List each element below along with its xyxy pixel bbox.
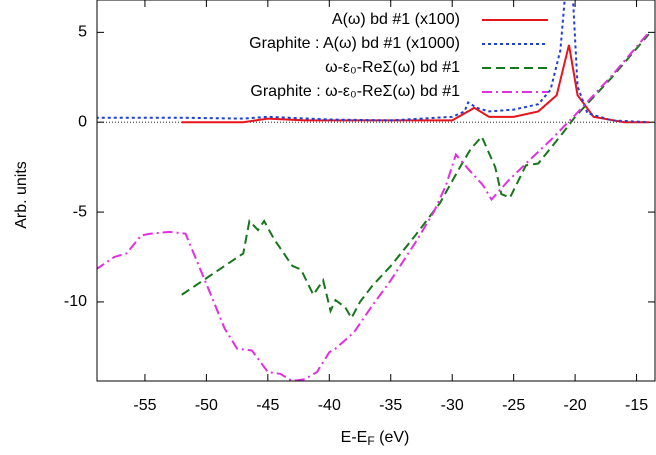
x-tick-label: -30 bbox=[441, 397, 464, 414]
x-tick-label: -55 bbox=[133, 397, 156, 414]
y-axis-label: Arb. units bbox=[13, 161, 30, 229]
y-tick-label: 0 bbox=[78, 113, 87, 130]
x-axis-label: E-EF (eV) bbox=[341, 429, 410, 448]
x-tick-label: -45 bbox=[256, 397, 279, 414]
x-tick-label: -15 bbox=[625, 397, 648, 414]
series-line bbox=[97, 0, 649, 124]
y-tick-label: -10 bbox=[64, 293, 87, 310]
plot-area bbox=[97, 0, 650, 381]
series-line bbox=[181, 33, 650, 321]
x-tick-label: -50 bbox=[195, 397, 218, 414]
x-axis-label-part: (eV) bbox=[375, 429, 410, 446]
x-tick-label: -40 bbox=[318, 397, 341, 414]
y-tick-label: -5 bbox=[73, 203, 87, 220]
legend-label: Graphite : A(ω) bd #1 (x1000) bbox=[249, 35, 460, 52]
legend-label: Graphite : ω-ε₀-ReΣ(ω) bd #1 bbox=[250, 83, 460, 100]
legend-label: A(ω) bd #1 (x100) bbox=[332, 11, 460, 28]
x-axis-label-part: E-E bbox=[341, 429, 368, 446]
legend-label: ω-ε₀-ReΣ(ω) bd #1 bbox=[325, 59, 460, 76]
x-tick-label: -25 bbox=[502, 397, 525, 414]
series-line bbox=[97, 31, 650, 381]
x-tick-label: -20 bbox=[564, 397, 587, 414]
x-tick-label: -35 bbox=[379, 397, 402, 414]
plot-frame bbox=[96, 0, 656, 382]
y-tick-label: 5 bbox=[78, 24, 87, 41]
x-axis-label-sub: F bbox=[367, 434, 374, 448]
